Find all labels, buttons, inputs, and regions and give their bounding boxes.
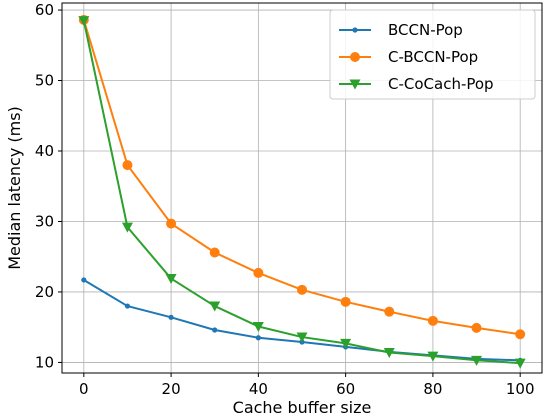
x-tick-label: 0: [79, 380, 89, 398]
x-tick-label: 40: [249, 380, 268, 398]
data-point-bccn-pop: [255, 335, 261, 341]
x-axis-ticks: 0 20 40 60 80 100: [79, 373, 535, 398]
data-point-c-bccn-pop: [253, 267, 264, 278]
data-point-bccn-pop: [212, 327, 218, 333]
legend-box: [329, 9, 536, 100]
series-layer: [78, 14, 526, 369]
data-point-c-bccn-pop: [384, 306, 395, 317]
legend-label: C-BCCN-Pop: [388, 48, 478, 66]
y-tick-label: 50: [35, 72, 54, 90]
legend: BCCN-Pop C-BCCN-Pop C-CoCach-Pop: [329, 9, 536, 100]
y-axis-label: Median latency (ms): [5, 106, 24, 270]
legend-item-c-cocach-pop: C-CoCach-Pop: [339, 75, 494, 93]
series-c-cocach-pop: [78, 16, 526, 369]
data-point-bccn-pop: [81, 277, 87, 283]
plot-frame: [61, 2, 543, 374]
x-tick-label: 80: [423, 380, 442, 398]
legend-item-bccn-pop: BCCN-Pop: [339, 21, 463, 39]
data-point-c-cocach-pop: [209, 301, 221, 312]
legend-marker: [349, 79, 361, 90]
data-point-bccn-pop: [168, 314, 174, 320]
data-point-c-bccn-pop: [297, 284, 307, 295]
data-point-c-bccn-pop: [427, 315, 438, 326]
legend-marker: [350, 52, 360, 62]
data-point-c-bccn-pop: [471, 322, 482, 333]
data-point-c-cocach-pop: [471, 355, 483, 366]
data-point-c-bccn-pop: [122, 160, 133, 171]
data-point-c-bccn-pop: [209, 247, 220, 258]
series-c-bccn-pop: [78, 14, 526, 340]
x-axis-label: Cache buffer size: [233, 398, 372, 417]
data-point-c-bccn-pop: [166, 218, 177, 229]
legend-label: BCCN-Pop: [388, 21, 463, 39]
y-tick-label: 20: [35, 283, 54, 301]
y-tick-label: 30: [35, 212, 54, 230]
legend-item-c-bccn-pop: C-BCCN-Pop: [339, 48, 478, 66]
legend-label: C-CoCach-Pop: [388, 75, 494, 93]
y-tick-label: 10: [35, 353, 54, 371]
data-point-c-bccn-pop: [515, 329, 526, 340]
y-tick-label: 60: [35, 1, 54, 19]
y-axis-ticks: 10 20 30 40 50 60: [35, 1, 62, 371]
data-point-c-cocach-pop: [340, 338, 352, 349]
data-point-c-cocach-pop: [252, 321, 264, 332]
legend-marker: [352, 27, 358, 33]
data-point-c-cocach-pop: [296, 332, 308, 343]
x-tick-label: 60: [336, 380, 355, 398]
data-point-bccn-pop: [124, 303, 131, 309]
data-point-c-cocach-pop: [165, 274, 177, 285]
data-point-c-cocach-pop: [383, 348, 395, 359]
x-tick-label: 100: [506, 380, 535, 398]
data-point-c-cocach-pop: [121, 222, 133, 233]
data-point-c-cocach-pop: [514, 358, 526, 369]
x-tick-label: 20: [162, 380, 181, 398]
y-tick-label: 40: [35, 142, 54, 160]
data-point-c-bccn-pop: [340, 296, 351, 307]
data-point-c-cocach-pop: [78, 16, 90, 27]
data-point-c-cocach-pop: [427, 351, 439, 362]
